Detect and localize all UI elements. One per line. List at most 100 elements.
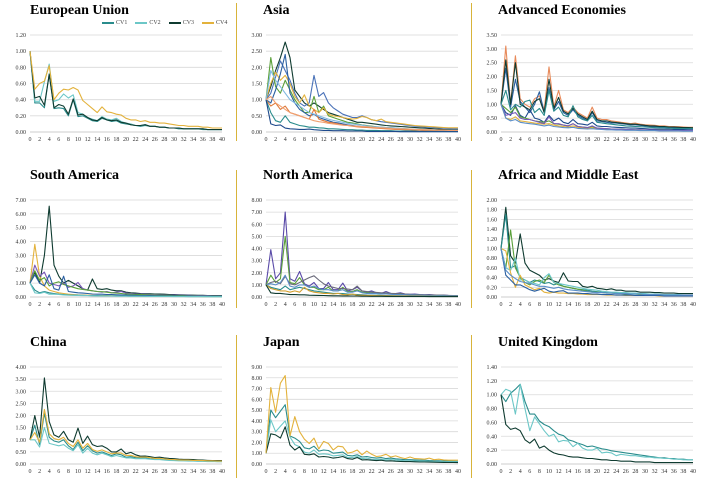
y-tick-label: 1.00 (16, 438, 27, 444)
x-tick-label: 30 (407, 302, 413, 308)
x-tick-label: 16 (340, 302, 346, 308)
y-tick-label: 2.00 (16, 267, 27, 273)
y-tick-label: 1.00 (16, 49, 27, 55)
x-tick-label: 26 (388, 469, 394, 475)
series-line-s7 (29, 282, 222, 298)
x-tick-label: 40 (690, 137, 696, 143)
x-tick-label: 16 (104, 137, 110, 143)
chart-panel-asia: Asia 0.00 0.50 1.00 1.50 2.00 2.50 3.00 0 2 4 6 8 10… (236, 0, 466, 150)
x-tick-label: 26 (623, 137, 629, 143)
panel-divider (236, 335, 237, 478)
x-tick-label: 20 (359, 302, 365, 308)
x-tick-label: 12 (85, 469, 91, 475)
x-tick-label: 12 (556, 137, 562, 143)
y-tick-label: 3.00 (16, 389, 27, 395)
x-tick-label: 32 (181, 137, 187, 143)
x-tick-label: 4 (519, 469, 522, 475)
y-tick-label: 3.50 (487, 33, 498, 39)
x-tick-label: 34 (661, 302, 667, 308)
x-tick-label: 26 (623, 469, 629, 475)
chart-title: Asia (263, 3, 290, 18)
series-line-s3 (500, 229, 693, 297)
x-tick-label: 4 (48, 137, 51, 143)
y-tick-label: 1.00 (16, 281, 27, 287)
x-tick-label: 36 (436, 302, 442, 308)
y-tick-label: 1.20 (16, 33, 27, 39)
series-line-cv3 (29, 377, 222, 462)
x-tick-label: 2 (509, 469, 512, 475)
x-tick-label: 32 (652, 302, 658, 308)
x-tick-label: 4 (48, 469, 51, 475)
x-tick-label: 20 (123, 469, 129, 475)
panel-divider (236, 170, 237, 308)
x-tick-label: 34 (661, 137, 667, 143)
y-tick-label: 0.00 (252, 295, 263, 301)
x-tick-label: 14 (565, 137, 571, 143)
y-tick-label: 3.00 (487, 47, 498, 53)
x-tick-label: 6 (293, 137, 296, 143)
x-tick-label: 34 (426, 469, 432, 475)
legend-item-cv1: CV1 (102, 20, 127, 26)
x-tick-label: 38 (445, 302, 451, 308)
series-line-cv3 (500, 394, 693, 464)
y-tick-label: 0.00 (487, 462, 498, 468)
y-tick-label: 5.00 (16, 226, 27, 232)
x-tick-label: 40 (219, 469, 225, 475)
x-tick-label: 0 (500, 137, 503, 143)
y-tick-label: 0.20 (16, 114, 27, 120)
x-tick-label: 28 (161, 302, 167, 308)
y-tick-label: 0.00 (252, 462, 263, 468)
x-tick-label: 0 (29, 469, 32, 475)
y-tick-label: 7.00 (252, 387, 263, 393)
y-tick-label: 0.20 (487, 448, 498, 454)
y-tick-label: 0.80 (16, 65, 27, 71)
y-tick-label: 3.00 (252, 259, 263, 265)
x-tick-label: 8 (538, 137, 541, 143)
x-tick-label: 26 (388, 302, 394, 308)
x-tick-label: 10 (311, 302, 317, 308)
x-tick-label: 22 (604, 469, 610, 475)
x-tick-label: 30 (642, 137, 648, 143)
x-tick-label: 12 (321, 302, 327, 308)
series-line-s7 (500, 248, 693, 296)
y-tick-label: 2.00 (252, 440, 263, 446)
x-tick-label: 0 (265, 137, 268, 143)
y-tick-label: 1.00 (252, 283, 263, 289)
series-line-cv4 (29, 51, 222, 129)
x-tick-label: 8 (67, 302, 70, 308)
x-tick-label: 16 (575, 469, 581, 475)
series-line-s1 (500, 45, 693, 128)
series-line-s4 (265, 71, 458, 129)
chart-plot: 0.00 1.00 2.00 3.00 4.00 5.00 6.00 7.00 8.00 9.00… (252, 365, 462, 475)
x-tick-label: 0 (265, 302, 268, 308)
y-tick-label: 0.80 (487, 407, 498, 413)
chart-plot: 0.001.002.003.004.005.006.007.008.000 2 4 6… (252, 198, 462, 308)
y-tick-label: 1.40 (487, 227, 498, 233)
x-tick-label: 32 (181, 302, 187, 308)
x-tick-label: 30 (171, 469, 177, 475)
y-tick-label: 0.20 (487, 285, 498, 291)
x-tick-label: 0 (500, 469, 503, 475)
x-tick-label: 22 (604, 137, 610, 143)
chart-title: Japan (263, 335, 300, 350)
chart-panel-north-america: North America 0.00 1.00 2.00 3.00 4.00 5.00 6.… (236, 165, 466, 315)
y-tick-label: 3.00 (16, 253, 27, 259)
series-line-s5 (500, 104, 693, 131)
y-tick-label: 7.00 (252, 210, 263, 216)
x-tick-label: 30 (407, 469, 413, 475)
x-tick-label: 4 (284, 469, 287, 475)
x-tick-label: 22 (604, 302, 610, 308)
x-tick-label: 6 (57, 469, 60, 475)
x-tick-label: 4 (284, 302, 287, 308)
x-tick-label: 16 (340, 137, 346, 143)
series-line-cv3 (29, 51, 222, 131)
x-tick-label: 22 (133, 137, 139, 143)
chart-legend: CV1 CV2 CV3 CV4 (102, 20, 227, 26)
x-tick-label: 34 (190, 137, 196, 143)
panel-divider (471, 170, 472, 308)
x-tick-label: 2 (38, 137, 41, 143)
x-tick-label: 40 (690, 469, 696, 475)
x-tick-label: 38 (209, 469, 215, 475)
x-tick-label: 16 (575, 137, 581, 143)
chart-plot: 0.000.200.400.600.801.001.200 2 4 6 8 10 12 14 1… (16, 33, 226, 143)
